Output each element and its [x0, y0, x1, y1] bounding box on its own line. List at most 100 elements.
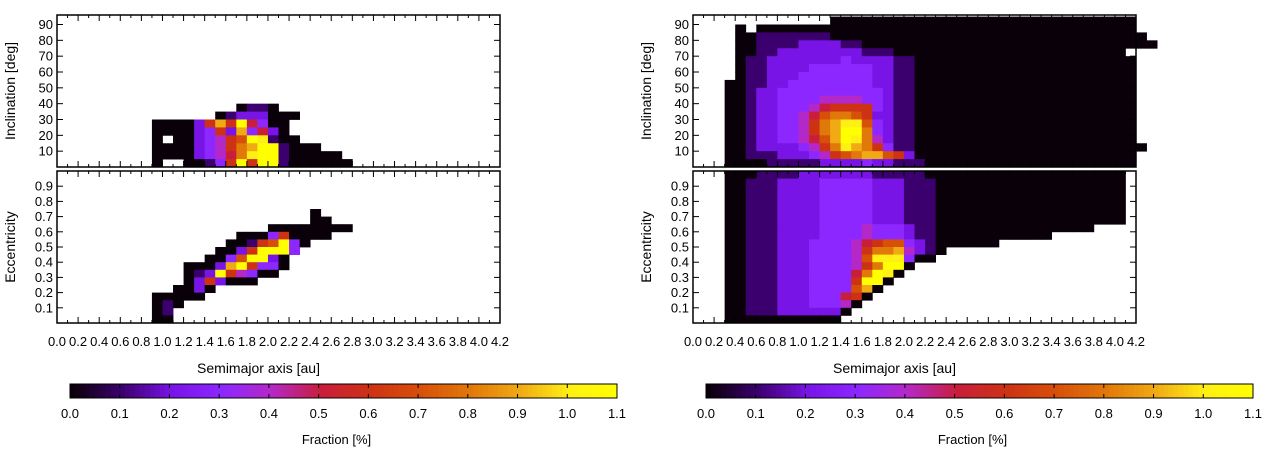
- heatmap-cell: [946, 127, 958, 136]
- heatmap-cell: [830, 193, 842, 202]
- heatmap-cell: [809, 151, 820, 160]
- heatmap-cell: [956, 143, 968, 152]
- heatmap-cell: [925, 79, 936, 89]
- colorbar-segment: [1228, 384, 1234, 398]
- heatmap-cell: [151, 159, 163, 168]
- heatmap-cell: [777, 171, 789, 179]
- heatmap-cell: [215, 159, 227, 168]
- colorbar-segment: [348, 384, 354, 398]
- heatmap-cell: [151, 119, 163, 128]
- heatmap-cell: [809, 277, 820, 286]
- heatmap-cell: [914, 48, 926, 57]
- heatmap-cell: [766, 186, 778, 195]
- heatmap-cell: [766, 300, 778, 309]
- heatmap-cell: [946, 186, 958, 195]
- heatmap-cell: [777, 135, 789, 144]
- heatmap-cell: [724, 315, 736, 324]
- heatmap-cell: [278, 224, 290, 233]
- heatmap-cell: [194, 292, 206, 301]
- heatmap-cell: [777, 315, 789, 324]
- heatmap-cell: [331, 151, 343, 160]
- heatmap-cell: [861, 87, 873, 97]
- heatmap-cell: [988, 64, 1000, 73]
- colorbar-tick-label: 1.1: [608, 406, 626, 421]
- heatmap-cell: [882, 239, 894, 248]
- heatmap-cell: [935, 119, 947, 128]
- heatmap-cell: [1093, 193, 1105, 202]
- heatmap-cell: [745, 307, 757, 316]
- heatmap-cell: [787, 24, 799, 33]
- heatmap-cell: [756, 103, 768, 112]
- heatmap-cell: [946, 24, 958, 33]
- heatmap-cell: [851, 216, 863, 225]
- colorbar-segment: [959, 384, 966, 398]
- heatmap-cell: [289, 111, 300, 120]
- colorbar-segment: [229, 384, 235, 398]
- colorbar-segment: [363, 384, 369, 398]
- heatmap-cell: [246, 231, 258, 240]
- heatmap-cell: [914, 186, 926, 195]
- heatmap-cell: [204, 254, 216, 263]
- heatmap-cell: [1072, 171, 1084, 179]
- heatmap-cell: [819, 315, 831, 324]
- colorbar: 0.0 0.1 0.2 0.3 0.4 0.5 0.6 0.7 0.8 0.9 1.0 1.1Frac…: [61, 383, 626, 447]
- heatmap-cell: [1093, 103, 1105, 112]
- heatmap-cell: [809, 72, 820, 81]
- heatmap-cell: [204, 135, 216, 144]
- heatmap-cell: [840, 32, 852, 41]
- heatmap-cell: [988, 56, 1000, 65]
- colorbar-tick-label: 0.0: [697, 406, 715, 421]
- heatmap-cell: [956, 186, 968, 195]
- heatmap-cell: [798, 111, 810, 120]
- heatmap-cell: [787, 193, 799, 202]
- heatmap-cell: [872, 159, 884, 168]
- colorbar-tick-label: 0.7: [409, 406, 427, 421]
- heatmap-cell: [1062, 95, 1074, 105]
- heatmap-cell: [1009, 135, 1021, 144]
- heatmap-cell: [1104, 111, 1116, 120]
- heatmap-cell: [903, 216, 915, 225]
- heatmap-cell: [1104, 209, 1116, 217]
- heatmap-cell: [310, 151, 322, 160]
- heatmap-cell: [956, 32, 968, 41]
- heatmap-cell: [819, 79, 831, 89]
- heatmap-cell: [267, 135, 279, 144]
- eccentricity-axis-label: Eccentricity: [2, 211, 18, 283]
- heatmap-cell: [236, 103, 248, 112]
- heatmap-cell: [1093, 209, 1105, 217]
- heatmap-cell: [1072, 48, 1084, 57]
- heatmap-cell: [766, 40, 778, 49]
- heatmap-cell: [851, 151, 863, 160]
- heatmap-cell: [777, 269, 789, 278]
- heatmap-cell: [1125, 143, 1137, 152]
- colorbar-segment: [383, 384, 389, 398]
- heatmap-cell: [1104, 151, 1116, 160]
- heatmap-cell: [1041, 56, 1053, 65]
- heatmap-cell: [872, 111, 884, 120]
- heatmap-cell: [1009, 103, 1021, 112]
- heatmap-cell: [1114, 209, 1126, 217]
- heatmap-cell: [1062, 111, 1074, 120]
- colorbar-segment: [273, 384, 280, 398]
- colorbar-segment: [343, 384, 349, 398]
- heatmap-cell: [882, 16, 894, 25]
- heatmap-cell: [925, 95, 936, 105]
- colorbar-segment: [154, 384, 161, 398]
- heatmap-cell: [267, 111, 279, 120]
- heatmap-cell: [925, 159, 936, 168]
- heatmap-cell: [735, 40, 747, 49]
- heatmap-cell: [872, 79, 884, 89]
- heatmap-cell: [787, 56, 799, 65]
- heatmap-cell: [830, 40, 842, 49]
- heatmap-cell: [1009, 216, 1021, 225]
- heatmap-cell: [162, 143, 174, 152]
- heatmap-cell: [925, 216, 936, 225]
- heatmap-cell: [1030, 151, 1042, 160]
- heatmap-cell: [320, 231, 332, 240]
- heatmap-cell: [830, 254, 842, 263]
- heatmap-cell: [735, 24, 747, 33]
- heatmap-cell: [787, 315, 799, 324]
- heatmap-cell: [162, 315, 174, 324]
- heatmap-cell: [1009, 143, 1021, 152]
- heatmap-cell: [735, 64, 747, 73]
